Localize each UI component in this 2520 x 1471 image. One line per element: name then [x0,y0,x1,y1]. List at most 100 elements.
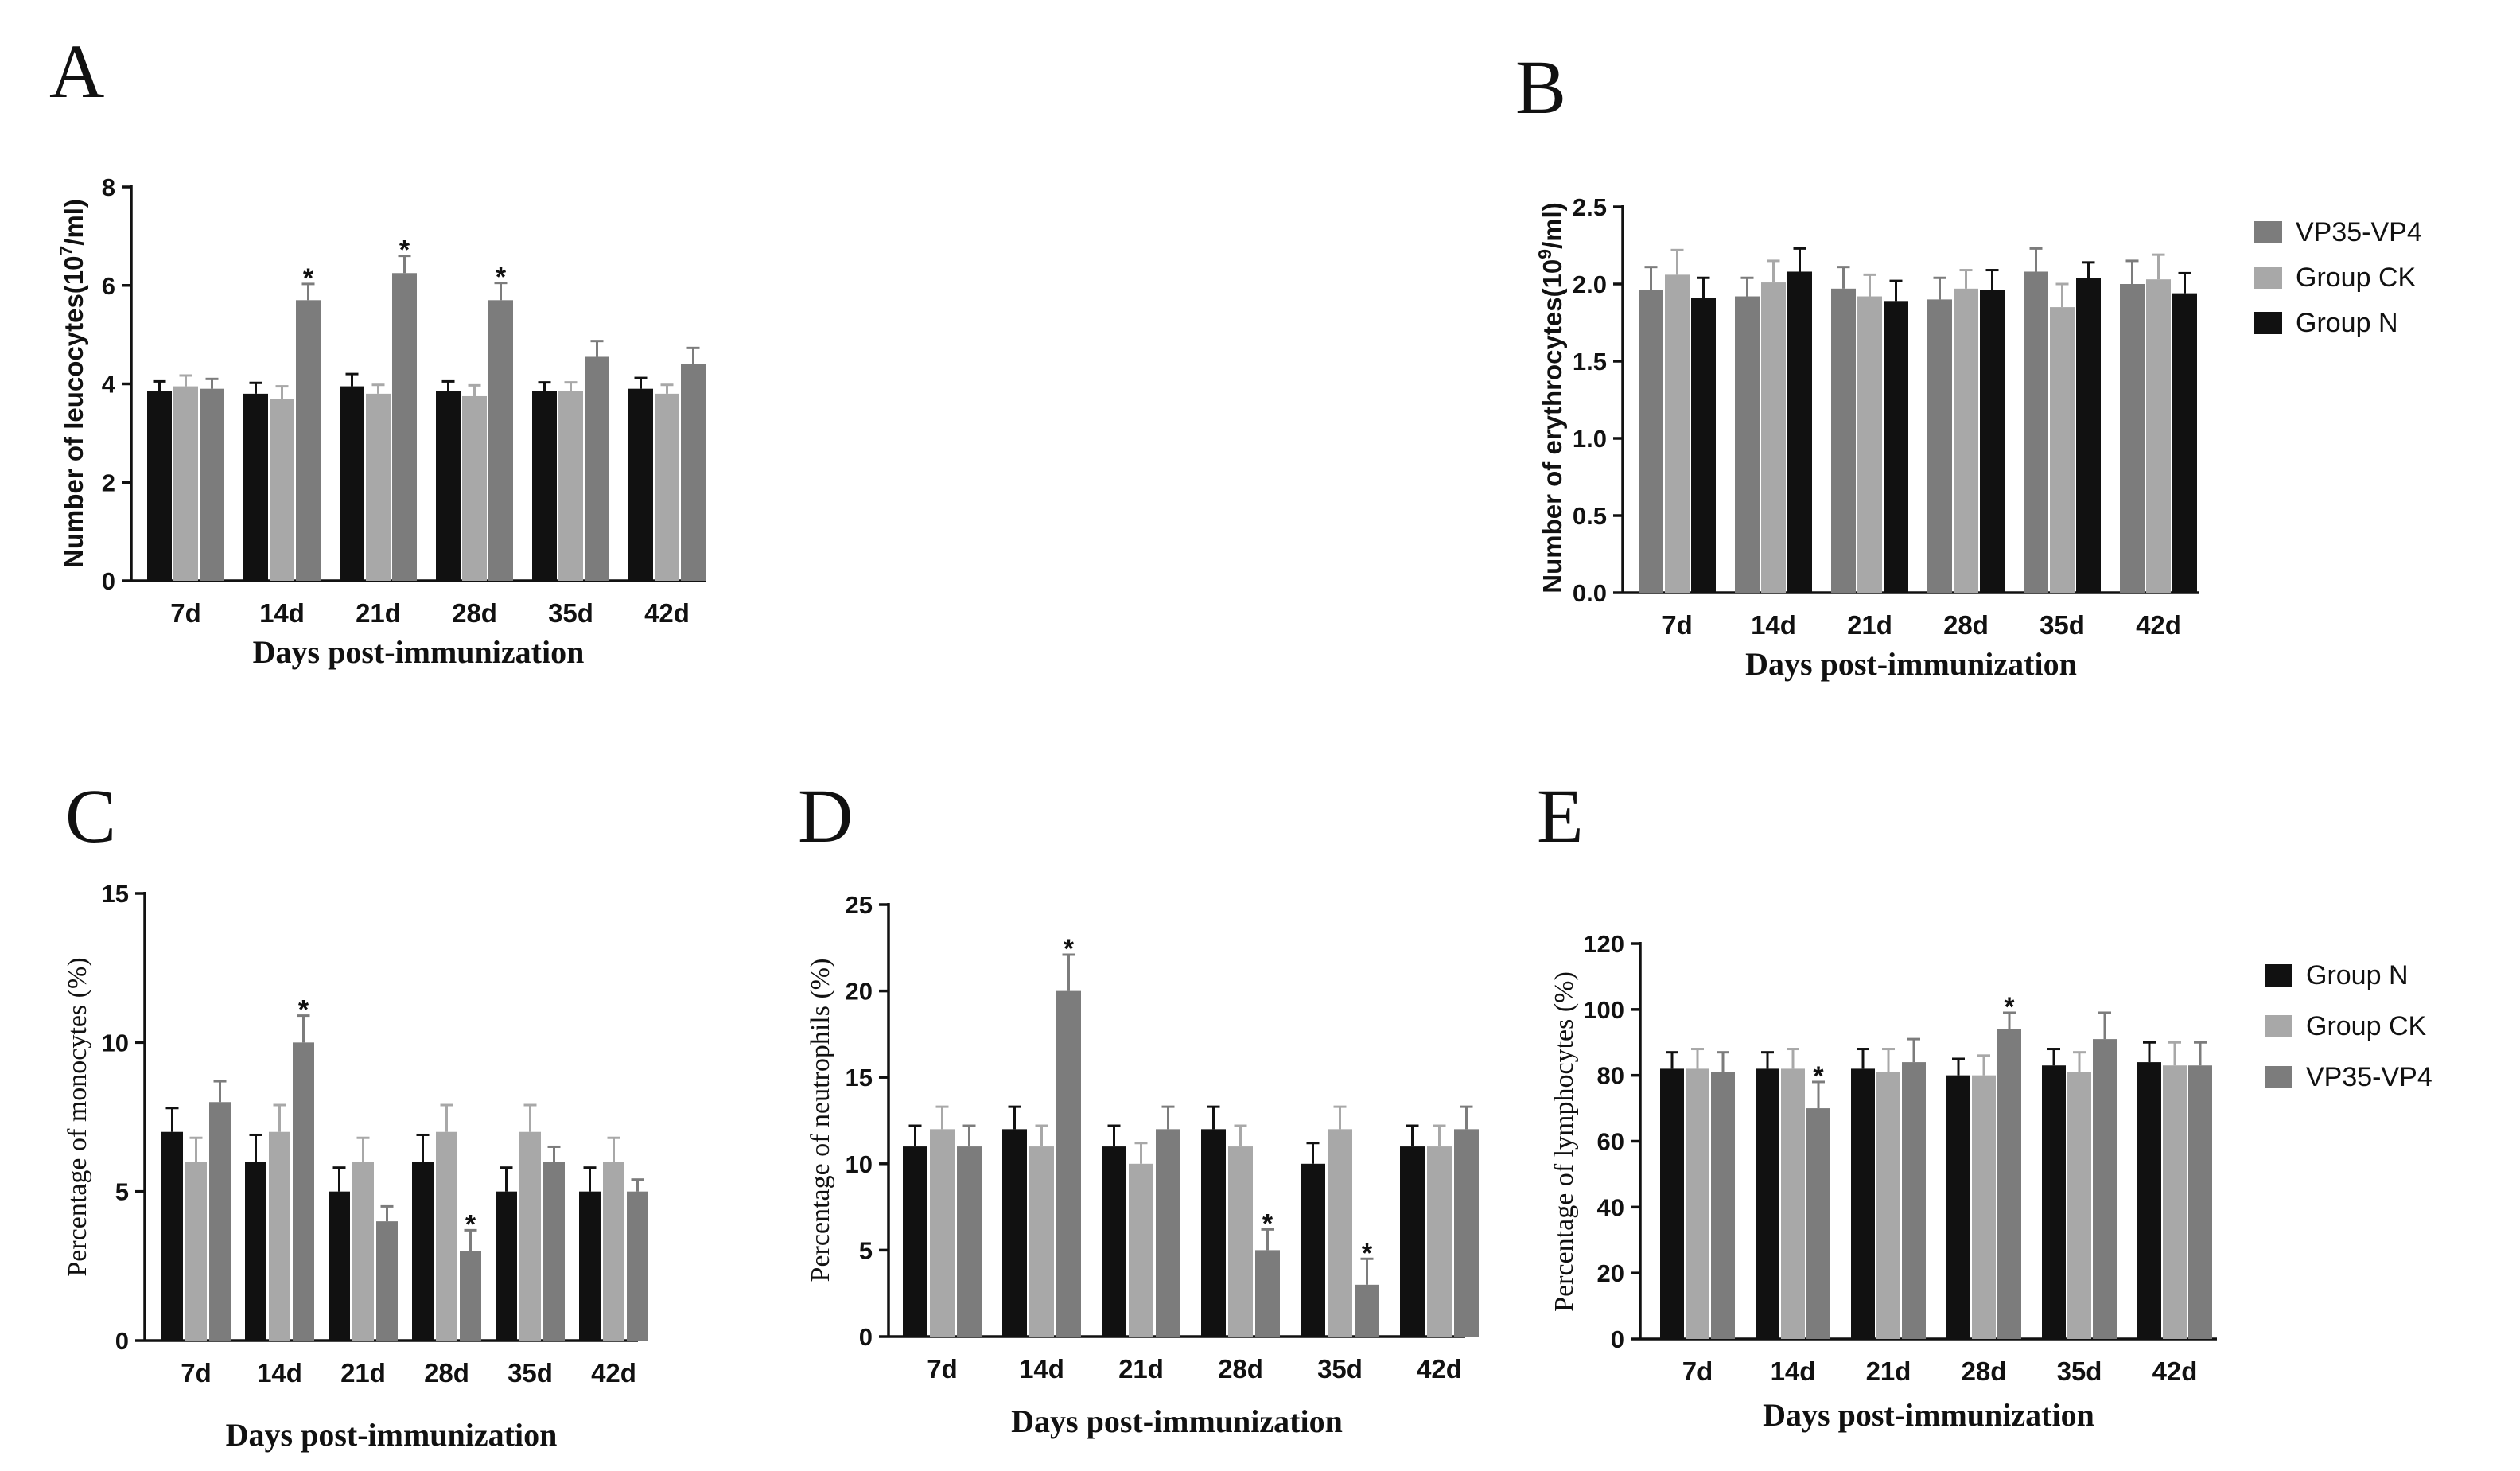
legend-swatch [2254,312,2282,334]
bar-vp35-vp4-14d [293,1042,314,1341]
y-axis-label-part: Percentage of neutrophils (%) [806,959,835,1282]
bar-group-ck-35d [1328,1129,1352,1337]
x-tick-label: 21d [340,1358,386,1387]
y-axis-label-part: Number of erythrocytes(10 [1538,259,1567,593]
legend-swatch [2265,1066,2292,1088]
y-axis-label-part: /ml) [1538,202,1567,249]
bar-group-n-42d [628,388,653,581]
bar-group-n-7d [161,1131,183,1341]
x-tick-label: 35d [508,1358,553,1387]
legend-label: Group N [2306,960,2409,990]
y-tick-label: 6 [102,272,115,300]
bar-group-ck-21d [352,1162,374,1341]
bar-vp35-vp4-21d [1831,288,1856,593]
y-tick-label: 120 [1583,930,1624,958]
legend-swatch [2254,267,2282,289]
bar-vp35-vp4-35d [1355,1284,1379,1337]
significance-star: * [1813,1061,1824,1092]
bar-group-ck-21d [1876,1072,1900,1339]
x-tick-label: 14d [259,598,305,628]
x-axis-label: Days post-immunization [1745,646,2077,682]
bar-group-ck-35d [519,1131,541,1341]
y-tick-label: 20 [1597,1259,1624,1287]
bar-group-n-35d [1301,1163,1325,1337]
x-tick-label: 21d [356,598,401,628]
bar-group-ck-7d [1686,1068,1709,1339]
bar-group-n-14d [243,393,268,581]
panel-letter: A [49,29,104,114]
x-tick-label: 7d [170,598,201,628]
x-tick-label: 14d [257,1358,302,1387]
x-tick-label: 7d [1662,610,1693,640]
y-tick-label: 10 [102,1029,129,1057]
y-tick-label: 5 [859,1236,873,1264]
x-tick-label: 35d [1317,1354,1363,1383]
bar-group-ck-28d [436,1131,457,1341]
y-tick-label: 0.5 [1573,502,1607,530]
y-tick-label: 0 [1611,1325,1624,1353]
bar-vp35-vp4-42d [627,1191,648,1341]
bar-group-ck-14d [270,399,294,581]
bar-vp35-vp4-35d [2093,1039,2117,1339]
bar-group-ck-42d [2146,279,2171,593]
bar-group-ck-7d [1665,274,1690,593]
y-axis-label: Percentage of monocytes (%) [63,957,92,1276]
y-tick-label: 4 [102,371,116,399]
y-tick-label: 60 [1597,1128,1624,1156]
x-tick-label: 42d [2136,610,2181,640]
bar-group-n-28d [436,391,461,581]
bar-vp35-vp4-28d [1927,299,1952,593]
x-tick-label: 14d [1751,610,1796,640]
significance-star: * [496,263,507,293]
bar-group-n-14d [1756,1068,1779,1339]
significance-star: * [465,1209,476,1239]
chart-panel-b: B 0.0 0.5 1.0 1.5 2.0 2.5 7d 14d 21d 28d 35d 42d Days… [1515,45,2199,682]
bar-group-ck-14d [1029,1146,1054,1337]
y-tick-label: 2 [102,469,115,496]
panel-letter: D [798,773,853,858]
bar-group-ck-42d [655,393,679,581]
significance-star: * [1362,1238,1373,1268]
y-tick-label: 8 [102,173,115,201]
bar-group-n-7d [903,1146,928,1337]
x-tick-label: 28d [1943,610,1989,640]
panel-letter: E [1537,773,1584,858]
y-axis-label-part: /ml) [59,199,88,246]
chart-panel-e: E 0 20 40 60 80 100 120 7d 14d 21d 28d 35d 42d * * Days … [1537,773,2217,1433]
chart-panel-d: D 0 5 10 15 20 25 7d 14d 21d 28d 35d 42d * * * Days post… [798,773,1479,1439]
bar-group-ck-21d [1857,296,1882,593]
y-tick-label: 1.5 [1573,348,1607,376]
bar-vp35-vp4-21d [1156,1129,1180,1337]
legend-label: VP35-VP4 [2306,1062,2432,1092]
x-tick-label: 42d [1417,1354,1462,1383]
bar-group-ck-28d [1954,288,1978,593]
x-tick-label: 21d [1866,1356,1911,1386]
bar-group-ck-14d [269,1131,290,1341]
y-axis-label: Percentage of neutrophils (%) [806,959,835,1282]
y-tick-label: 10 [846,1150,873,1178]
x-tick-label: 28d [424,1358,469,1387]
y-tick-label: 15 [846,1064,873,1092]
y-axis-label: Number of erythrocytes(109/ml) [1534,202,1567,593]
x-axis-label: Days post-immunization [226,1417,558,1453]
legend-e: Group N Group CK VP35-VP4 [2265,960,2432,1092]
x-tick-label: 21d [1118,1354,1164,1383]
y-axis-label-part: 9 [1534,249,1555,259]
significance-star: * [2004,992,2015,1022]
bar-vp35-vp4-14d [1806,1108,1830,1339]
y-axis-label-part: Percentage of monocytes (%) [63,957,92,1276]
bar-group-n-14d [1787,271,1812,593]
panel-letter: B [1515,45,1566,130]
bar-group-ck-28d [1228,1146,1253,1337]
bar-group-ck-7d [185,1162,207,1341]
bar-vp35-vp4-7d [200,388,224,581]
bar-group-ck-7d [930,1129,955,1337]
bar-group-n-21d [329,1191,350,1341]
x-tick-label: 42d [644,598,690,628]
bar-group-n-21d [1884,301,1908,593]
significance-star: * [298,995,309,1025]
bar-vp35-vp4-28d [1997,1029,2021,1339]
legend-swatch [2254,221,2282,243]
bar-group-ck-21d [1129,1163,1153,1337]
